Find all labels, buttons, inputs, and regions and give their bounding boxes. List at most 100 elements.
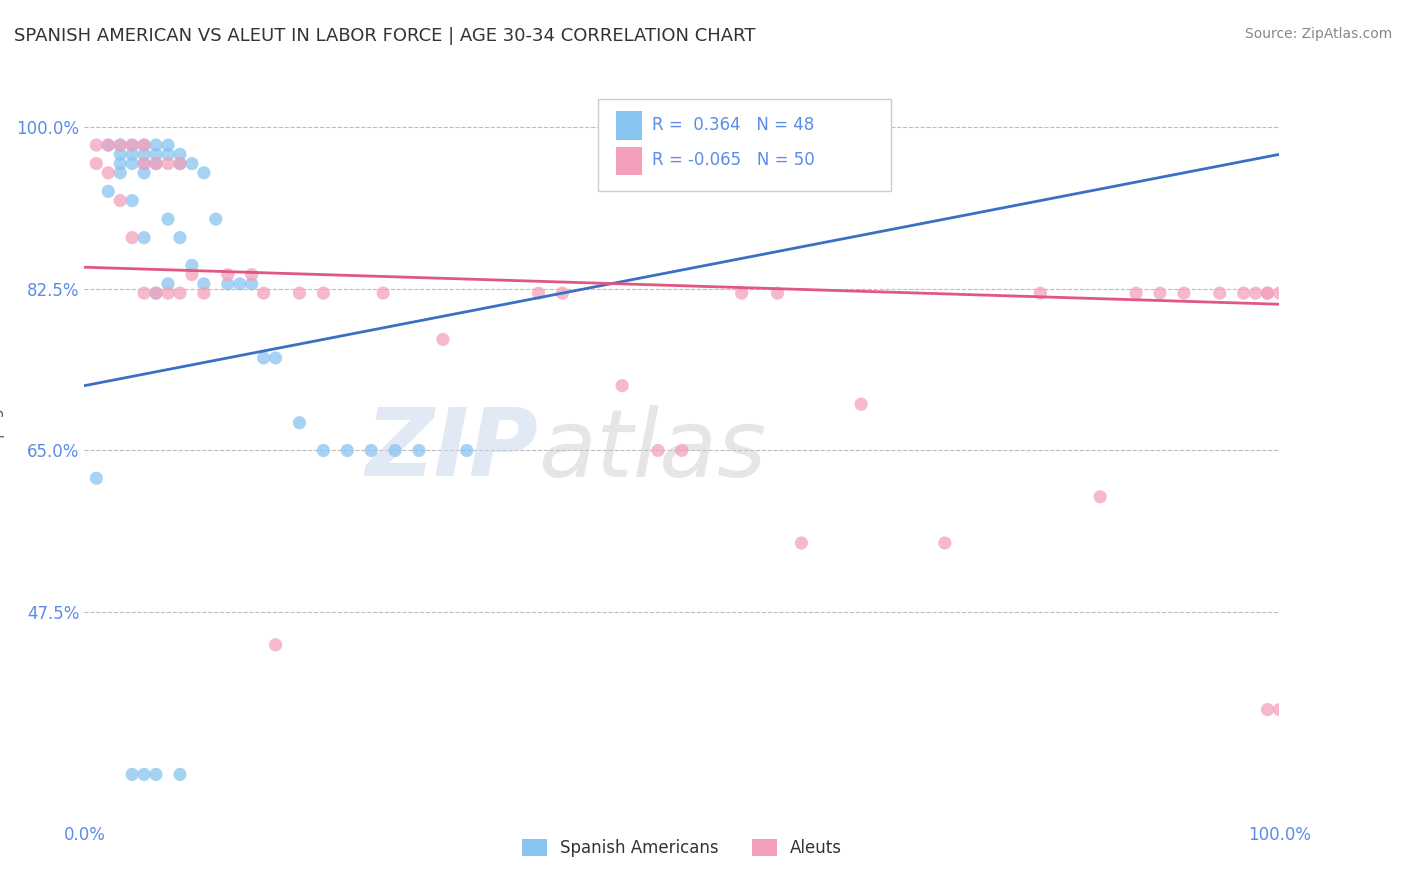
Point bbox=[169, 147, 191, 161]
Point bbox=[360, 443, 382, 458]
Point bbox=[181, 156, 204, 170]
Point bbox=[373, 286, 395, 301]
Point bbox=[1029, 286, 1052, 301]
Point bbox=[86, 138, 108, 153]
Point bbox=[132, 156, 156, 170]
Point bbox=[253, 351, 276, 365]
Point bbox=[97, 138, 120, 153]
Point bbox=[132, 147, 156, 161]
Point bbox=[121, 767, 143, 781]
Point bbox=[1244, 286, 1267, 301]
Point bbox=[193, 166, 215, 180]
Point bbox=[1125, 286, 1147, 301]
Point bbox=[132, 138, 156, 153]
Point bbox=[121, 138, 143, 153]
Point bbox=[110, 194, 132, 208]
Point bbox=[288, 286, 311, 301]
Point bbox=[527, 286, 550, 301]
Point bbox=[312, 443, 335, 458]
Point bbox=[1090, 490, 1112, 504]
Point bbox=[145, 156, 167, 170]
Point bbox=[169, 156, 191, 170]
Point bbox=[312, 286, 335, 301]
Point bbox=[132, 166, 156, 180]
Point bbox=[169, 286, 191, 301]
Point bbox=[181, 268, 204, 282]
Point bbox=[157, 147, 180, 161]
Point bbox=[288, 416, 311, 430]
Point bbox=[169, 230, 191, 244]
Point bbox=[181, 259, 204, 273]
Point bbox=[432, 332, 454, 346]
Point bbox=[145, 767, 167, 781]
Point bbox=[145, 286, 167, 301]
Point bbox=[110, 138, 132, 153]
Point bbox=[253, 286, 276, 301]
Point bbox=[240, 268, 263, 282]
Point bbox=[132, 230, 156, 244]
Point bbox=[1257, 286, 1279, 301]
Point bbox=[110, 138, 132, 153]
Text: R = -0.065   N = 50: R = -0.065 N = 50 bbox=[652, 152, 815, 169]
Point bbox=[551, 286, 574, 301]
Text: Source: ZipAtlas.com: Source: ZipAtlas.com bbox=[1244, 27, 1392, 41]
Point bbox=[132, 767, 156, 781]
Point bbox=[121, 230, 143, 244]
Point bbox=[86, 156, 108, 170]
Point bbox=[456, 443, 478, 458]
Point bbox=[647, 443, 669, 458]
FancyBboxPatch shape bbox=[599, 99, 891, 191]
Point bbox=[264, 638, 287, 652]
Point bbox=[97, 184, 120, 198]
Point bbox=[145, 138, 167, 153]
Point bbox=[1268, 286, 1291, 301]
Point bbox=[157, 156, 180, 170]
Text: SPANISH AMERICAN VS ALEUT IN LABOR FORCE | AGE 30-34 CORRELATION CHART: SPANISH AMERICAN VS ALEUT IN LABOR FORCE… bbox=[14, 27, 755, 45]
Bar bbox=[616, 147, 643, 175]
Point bbox=[1268, 703, 1291, 717]
Point bbox=[205, 212, 228, 227]
Point bbox=[264, 351, 287, 365]
Point bbox=[157, 212, 180, 227]
Point bbox=[193, 286, 215, 301]
Text: ZIP: ZIP bbox=[366, 404, 538, 497]
Point bbox=[193, 277, 215, 291]
Point bbox=[1173, 286, 1195, 301]
Bar bbox=[616, 112, 643, 139]
Point bbox=[145, 286, 167, 301]
Point bbox=[110, 147, 132, 161]
Point bbox=[169, 156, 191, 170]
Point bbox=[384, 443, 406, 458]
Point bbox=[132, 286, 156, 301]
Point bbox=[110, 166, 132, 180]
Point bbox=[1149, 286, 1171, 301]
Point bbox=[145, 156, 167, 170]
Point bbox=[157, 138, 180, 153]
Point bbox=[851, 397, 873, 411]
Legend: Spanish Americans, Aleuts: Spanish Americans, Aleuts bbox=[515, 832, 849, 864]
Point bbox=[1233, 286, 1256, 301]
Y-axis label: In Labor Force | Age 30-34: In Labor Force | Age 30-34 bbox=[0, 349, 6, 552]
Point bbox=[110, 156, 132, 170]
Point bbox=[336, 443, 359, 458]
Point bbox=[169, 767, 191, 781]
Point bbox=[671, 443, 693, 458]
Point bbox=[1257, 703, 1279, 717]
Point bbox=[934, 536, 956, 550]
Text: atlas: atlas bbox=[538, 405, 766, 496]
Point bbox=[229, 277, 252, 291]
Point bbox=[132, 156, 156, 170]
Point bbox=[1257, 286, 1279, 301]
Text: R =  0.364   N = 48: R = 0.364 N = 48 bbox=[652, 116, 814, 134]
Point bbox=[97, 166, 120, 180]
Point bbox=[240, 277, 263, 291]
Point bbox=[132, 138, 156, 153]
Point bbox=[731, 286, 754, 301]
Point bbox=[121, 147, 143, 161]
Point bbox=[408, 443, 430, 458]
Point bbox=[121, 138, 143, 153]
Point bbox=[1209, 286, 1232, 301]
Point bbox=[121, 194, 143, 208]
Point bbox=[766, 286, 789, 301]
Point bbox=[157, 277, 180, 291]
